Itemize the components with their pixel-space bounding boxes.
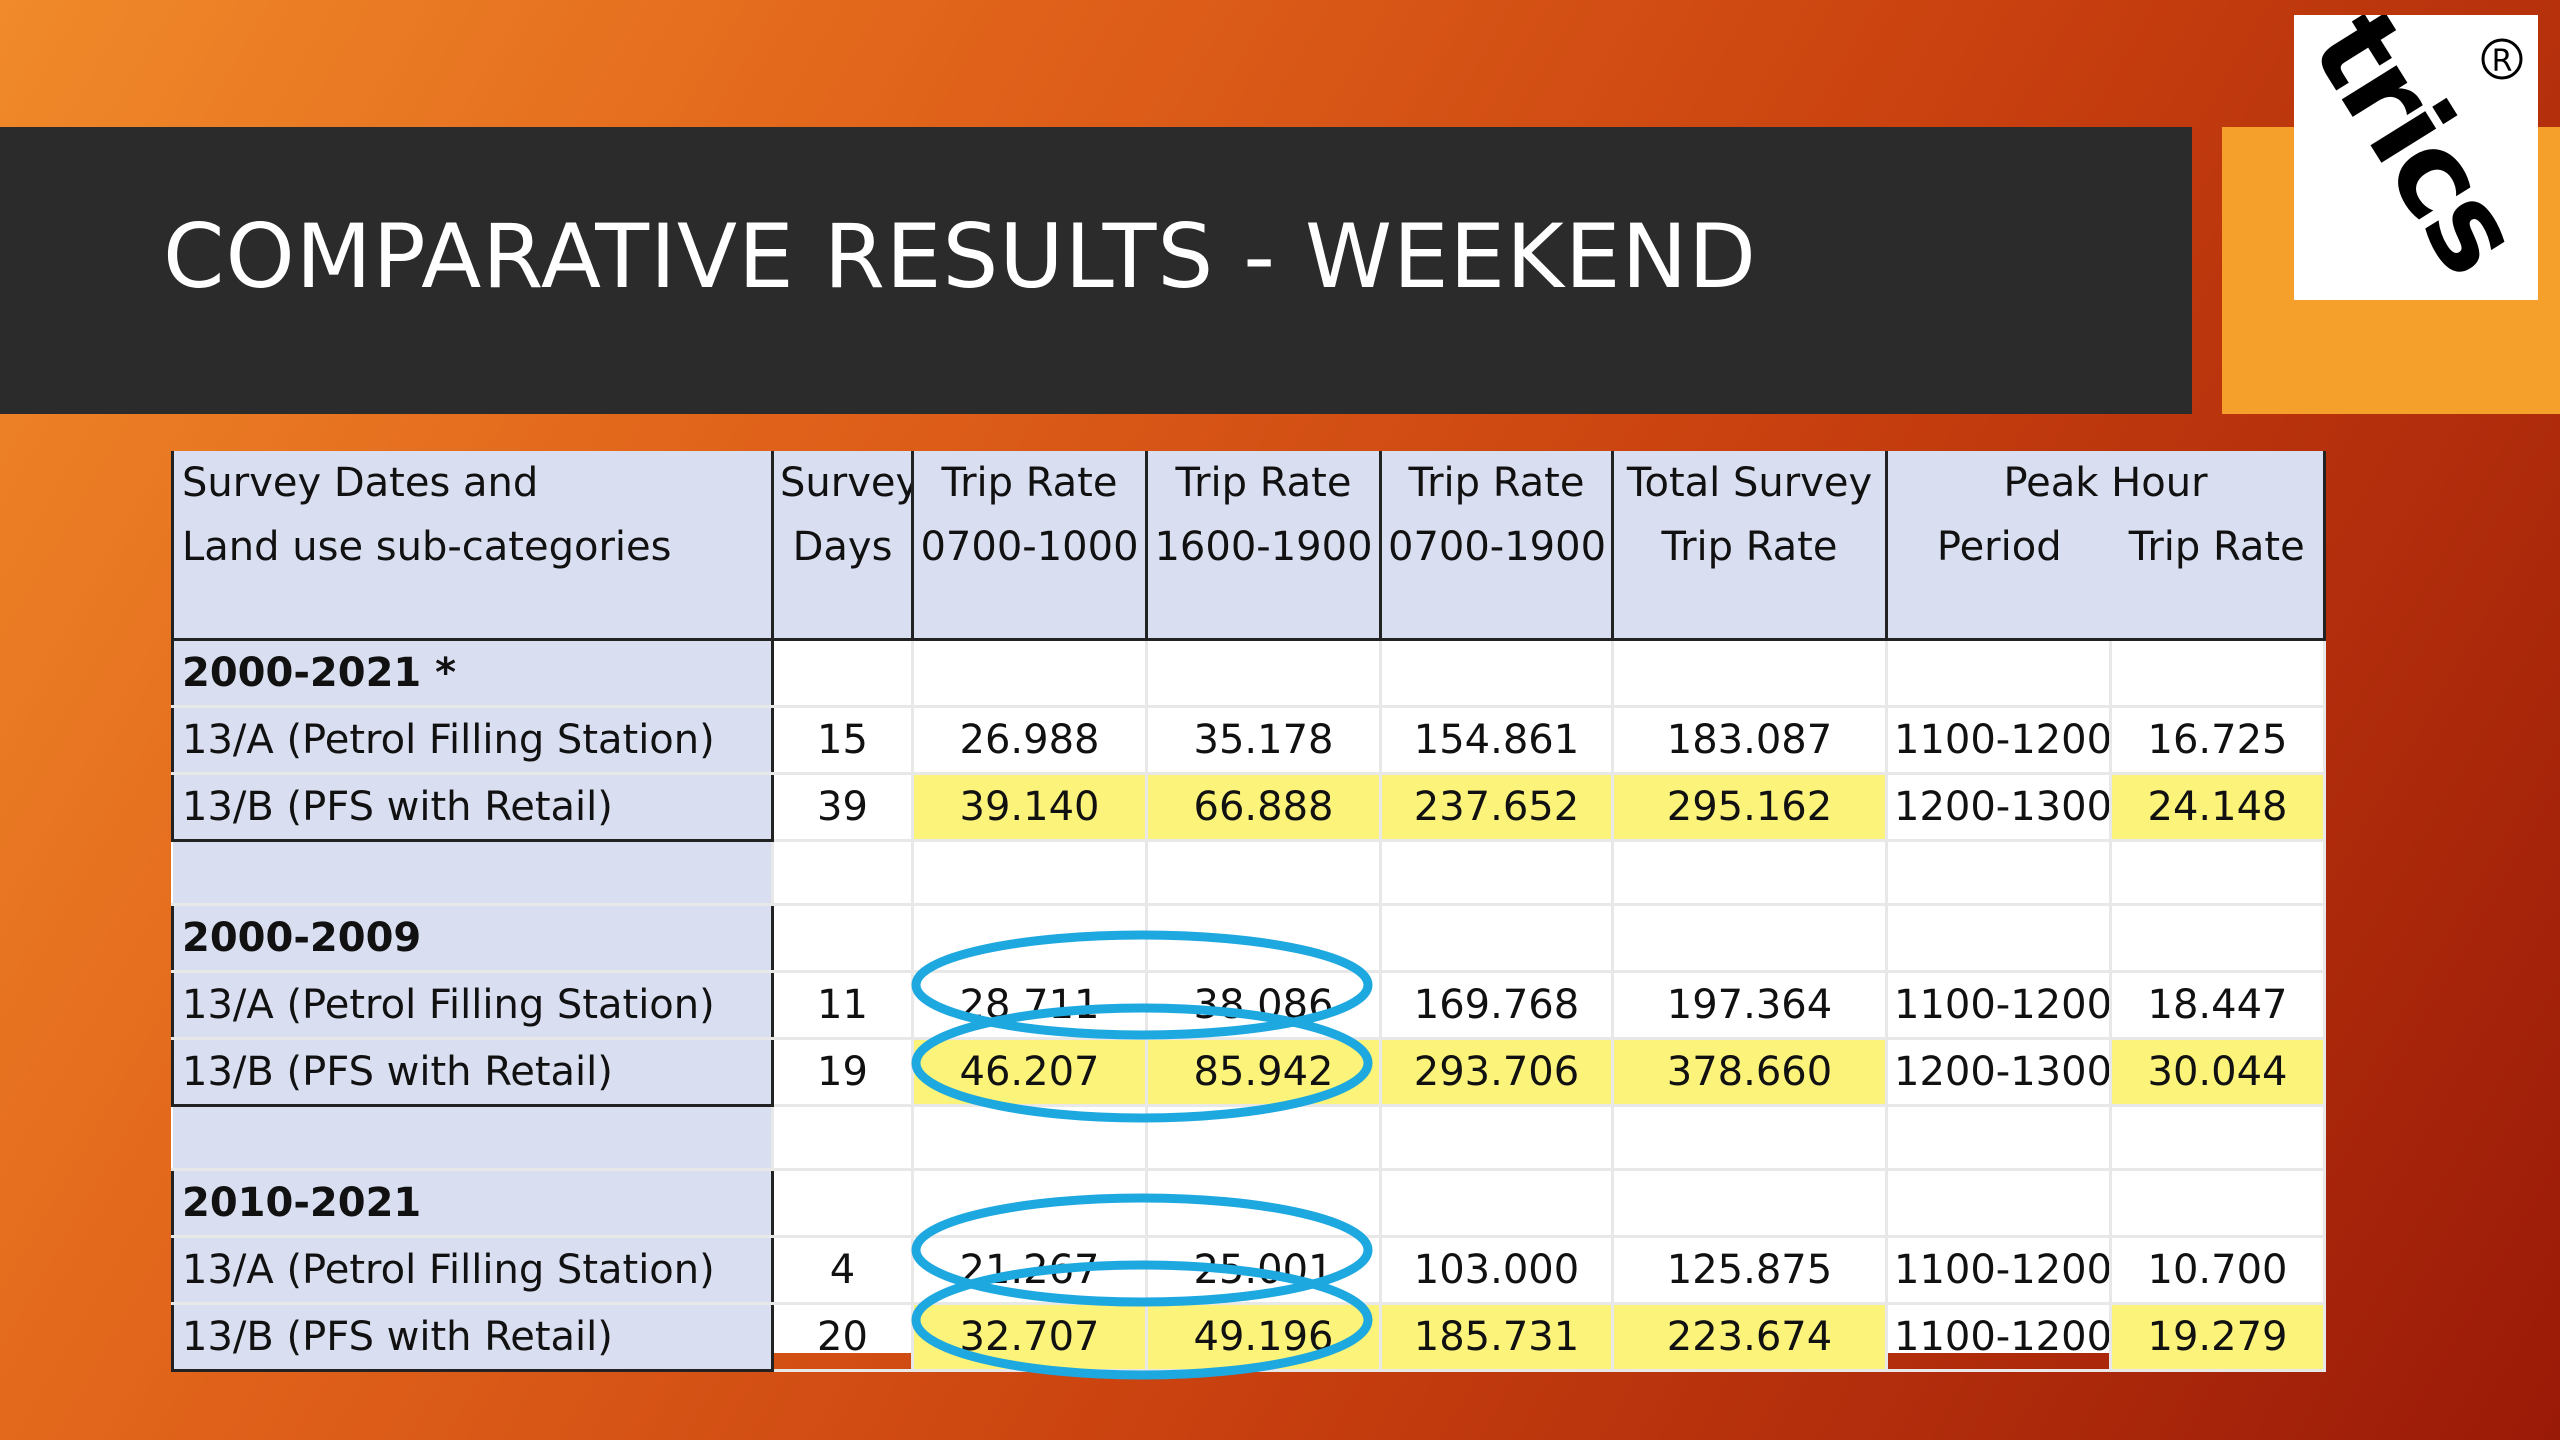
header-row-1: Survey Dates and Survey Trip Rate Trip R… xyxy=(171,451,2327,515)
total-rate-cell: 197.364 xyxy=(1612,971,1888,1040)
group-heading-row: 2000-2009 xyxy=(171,902,2327,973)
peak-rate-cell: 18.447 xyxy=(2110,971,2327,1040)
pm-rate-cell: 35.178 xyxy=(1146,706,1382,775)
total-rate-cell: 183.087 xyxy=(1612,706,1888,775)
total-rate-cell: 223.674 xyxy=(1612,1303,1888,1372)
day-rate-cell: 293.706 xyxy=(1380,1038,1614,1107)
trics-logo-graphic: trics R xyxy=(2294,15,2538,295)
peak-period-cell: 1100-1200 xyxy=(1886,1303,2112,1372)
pm-rate-cell: 85.942 xyxy=(1146,1038,1382,1107)
title-band: COMPARATIVE RESULTS - WEEKEND xyxy=(0,127,2192,414)
header-total: Total Survey xyxy=(1612,451,1888,515)
peak-period-cell: 1100-1200 xyxy=(1886,1236,2112,1305)
day-rate-cell: 154.861 xyxy=(1380,706,1614,775)
days-cell: 20 xyxy=(772,1303,914,1372)
pm-rate-cell: 66.888 xyxy=(1146,773,1382,842)
header-row-3 xyxy=(171,579,2327,641)
am-rate-cell: 39.140 xyxy=(912,773,1148,842)
pm-rate-cell: 25.001 xyxy=(1146,1236,1382,1305)
category-label: 13/B (PFS with Retail) xyxy=(171,1038,774,1107)
header-am-2: 0700-1000 xyxy=(912,515,1148,579)
peak-rate-cell: 10.700 xyxy=(2110,1236,2327,1305)
svg-text:R: R xyxy=(2492,44,2513,79)
category-label: 13/B (PFS with Retail) xyxy=(171,773,774,842)
header-days: Survey xyxy=(772,451,914,515)
category-label: 13/A (Petrol Filling Station) xyxy=(171,1236,774,1305)
peak-period-cell: 1100-1200 xyxy=(1886,706,2112,775)
table-row: 13/A (Petrol Filling Station) 11 28.711 … xyxy=(171,971,2327,1040)
period-label: 2000-2009 xyxy=(171,902,774,973)
header-day: Trip Rate xyxy=(1380,451,1614,515)
header-category-2: Land use sub-categories xyxy=(171,515,774,579)
table-row: 13/B (PFS with Retail) 20 32.707 49.196 … xyxy=(171,1303,2327,1372)
header-category: Survey Dates and xyxy=(171,451,774,515)
peak-rate-cell: 16.725 xyxy=(2110,706,2327,775)
peak-period-cell: 1200-1300 xyxy=(1886,1038,2112,1107)
day-rate-cell: 169.768 xyxy=(1380,971,1614,1040)
spacer-row xyxy=(172,840,2327,906)
peak-period-cell: 1100-1200 xyxy=(1886,971,2112,1040)
header-days-2: Days xyxy=(772,515,914,579)
group-heading-row: 2010-2021 xyxy=(171,1167,2327,1238)
header-peak-period: Period xyxy=(1886,515,2111,579)
am-rate-cell: 26.988 xyxy=(912,706,1148,775)
days-cell: 39 xyxy=(772,773,914,842)
period-label: 2000-2021 * xyxy=(171,637,774,708)
peak-period-cell: 1200-1300 xyxy=(1886,773,2112,842)
days-cell: 19 xyxy=(772,1038,914,1107)
peak-rate-cell: 30.044 xyxy=(2110,1038,2327,1107)
results-table: Survey Dates and Survey Trip Rate Trip R… xyxy=(171,451,2327,1372)
table-row: 13/B (PFS with Retail) 39 39.140 66.888 … xyxy=(171,773,2327,842)
spacer-row xyxy=(172,1105,2327,1171)
header-total-2: Trip Rate xyxy=(1612,515,1888,579)
table-row: 13/A (Petrol Filling Station) 4 21.267 2… xyxy=(171,1236,2327,1305)
header-pm: Trip Rate xyxy=(1146,451,1382,515)
category-label: 13/A (Petrol Filling Station) xyxy=(171,971,774,1040)
table-row: 13/A (Petrol Filling Station) 15 26.988 … xyxy=(171,706,2327,775)
results-grid: Survey Dates and Survey Trip Rate Trip R… xyxy=(171,451,2327,1372)
am-rate-cell: 28.711 xyxy=(912,971,1148,1040)
day-rate-cell: 237.652 xyxy=(1380,773,1614,842)
header-row-2: Land use sub-categories Days 0700-1000 1… xyxy=(171,515,2327,579)
trics-logo: trics R xyxy=(2294,15,2538,300)
am-rate-cell: 21.267 xyxy=(912,1236,1148,1305)
period-label: 2010-2021 xyxy=(171,1167,774,1238)
total-rate-cell: 125.875 xyxy=(1612,1236,1888,1305)
header-day-2: 0700-1900 xyxy=(1380,515,1614,579)
header-peak-rate: Trip Rate xyxy=(2110,515,2327,579)
group-heading-row: 2000-2021 * xyxy=(171,637,2327,708)
slide-title: COMPARATIVE RESULTS - WEEKEND xyxy=(163,205,1758,308)
total-rate-cell: 378.660 xyxy=(1612,1038,1888,1107)
am-rate-cell: 32.707 xyxy=(912,1303,1148,1372)
peak-rate-cell: 24.148 xyxy=(2110,773,2327,842)
header-am: Trip Rate xyxy=(912,451,1148,515)
day-rate-cell: 103.000 xyxy=(1380,1236,1614,1305)
header-pm-2: 1600-1900 xyxy=(1146,515,1382,579)
days-cell: 11 xyxy=(772,971,914,1040)
header-peak: Peak Hour xyxy=(1886,451,2327,515)
pm-rate-cell: 38.086 xyxy=(1146,971,1382,1040)
peak-rate-cell: 19.279 xyxy=(2110,1303,2327,1372)
days-cell: 15 xyxy=(772,706,914,775)
category-label: 13/A (Petrol Filling Station) xyxy=(171,706,774,775)
table-row: 13/B (PFS with Retail) 19 46.207 85.942 … xyxy=(171,1038,2327,1107)
day-rate-cell: 185.731 xyxy=(1380,1303,1614,1372)
days-cell: 4 xyxy=(772,1236,914,1305)
am-rate-cell: 46.207 xyxy=(912,1038,1148,1107)
total-rate-cell: 295.162 xyxy=(1612,773,1888,842)
pm-rate-cell: 49.196 xyxy=(1146,1303,1382,1372)
category-label: 13/B (PFS with Retail) xyxy=(171,1303,774,1372)
